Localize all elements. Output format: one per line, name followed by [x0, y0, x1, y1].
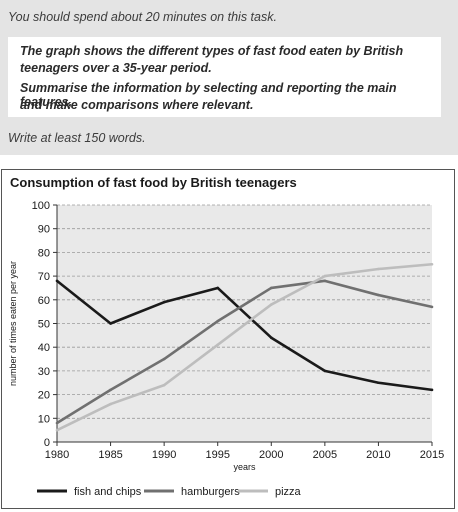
y-tick-label: 40	[38, 342, 50, 354]
x-tick-label: 2010	[366, 449, 390, 461]
task-prompt-box: The graph shows the different types of f…	[8, 37, 441, 117]
task-panel: You should spend about 20 minutes on thi…	[0, 0, 458, 155]
data-point	[269, 303, 273, 306]
data-point	[162, 357, 166, 361]
legend-label: fish and chips	[74, 486, 142, 498]
y-tick-label: 20	[38, 390, 50, 402]
chart-title: Consumption of fast food by British teen…	[10, 175, 297, 190]
y-tick-label: 60	[38, 295, 50, 307]
task-prompt-line: The graph shows the different types of f…	[20, 44, 404, 58]
data-point	[377, 381, 380, 385]
data-point	[55, 421, 59, 425]
series-line-fish-and-chips	[56, 279, 433, 392]
data-point	[109, 322, 112, 325]
y-tick-label: 90	[38, 224, 50, 236]
x-tick-label: 2005	[313, 449, 337, 461]
data-point	[216, 286, 220, 290]
data-point	[377, 267, 380, 271]
y-tick-label: 10	[38, 413, 50, 425]
y-tick-label: 100	[32, 200, 50, 212]
task-prompt-line: and make comparisons where relevant.	[20, 98, 254, 112]
x-axis-label: years	[233, 462, 256, 472]
data-point	[323, 369, 327, 373]
x-tick-label: 2015	[420, 449, 444, 461]
series-line-hamburgers	[56, 279, 433, 425]
x-tick-label: 1980	[45, 449, 69, 461]
y-tick-label: 70	[38, 271, 50, 283]
data-point	[216, 343, 220, 347]
task-prompt-line: teenagers over a 35-year period.	[20, 61, 212, 75]
x-tick-label: 1995	[205, 449, 229, 461]
data-point	[377, 293, 380, 297]
data-point	[109, 402, 112, 406]
data-point	[216, 319, 220, 323]
data-point	[430, 305, 434, 309]
data-point	[269, 336, 273, 340]
data-point	[162, 300, 166, 304]
x-tick-label: 2000	[259, 449, 283, 461]
legend-label: hamburgers	[181, 486, 240, 498]
word-count-instruction: Write at least 150 words.	[8, 131, 146, 145]
data-point	[430, 388, 434, 392]
y-tick-label: 50	[38, 319, 50, 331]
y-axis-label: number of times eaten per year	[8, 261, 18, 386]
data-point	[162, 383, 166, 387]
data-point	[55, 428, 59, 432]
data-point	[323, 279, 327, 283]
data-point	[323, 274, 327, 278]
data-point	[269, 286, 273, 290]
task-prompt-line: Summarise the information by selecting a…	[20, 81, 397, 109]
x-tick-label: 1985	[98, 449, 122, 461]
chart-frame: Consumption of fast food by British teen…	[1, 169, 455, 509]
data-point	[55, 279, 59, 283]
x-tick-label: 1990	[152, 449, 176, 461]
series-line-pizza	[56, 262, 433, 432]
line-chart: 0 10 20 30 40 50 60 70 80 90 100 1980 1985 1990 1995 20…	[8, 200, 444, 498]
y-tick-label: 30	[38, 366, 50, 378]
data-point	[430, 262, 434, 266]
y-tick-label: 0	[44, 437, 50, 449]
task-intro: You should spend about 20 minutes on thi…	[8, 10, 277, 24]
legend-label: pizza	[275, 486, 302, 498]
data-point	[109, 388, 112, 392]
y-tick-label: 80	[38, 247, 50, 259]
